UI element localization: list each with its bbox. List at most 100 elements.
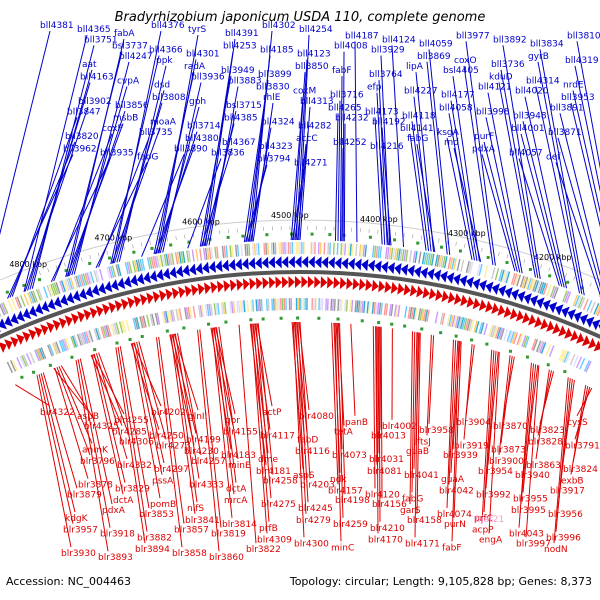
gene-label[interactable]: blr3870 <box>493 422 528 432</box>
gene-label[interactable]: bll3808 <box>152 93 186 103</box>
gene-label[interactable]: bll4187 <box>345 31 379 41</box>
gene-label[interactable]: blr3873 <box>491 445 526 455</box>
gene-label[interactable]: bll4216 <box>370 142 404 152</box>
gene-label[interactable]: bll4141 <box>400 124 434 134</box>
gene-label[interactable]: bll4367 <box>222 138 256 148</box>
gene-label[interactable]: bll4227 <box>404 87 438 97</box>
gene-label[interactable]: bll4265 <box>328 103 362 113</box>
gene-label[interactable]: blr3918 <box>100 530 135 540</box>
gene-label[interactable]: blr3822 <box>246 545 281 555</box>
gene-label[interactable]: blr3954 <box>478 467 513 477</box>
gene-label[interactable]: tetA <box>334 428 354 438</box>
gene-label[interactable]: dctA <box>113 496 134 506</box>
gene-label[interactable]: blr3958 <box>419 426 454 436</box>
gene-label[interactable]: exbB <box>561 477 584 487</box>
gene-label[interactable]: prfB <box>259 524 278 534</box>
gene-label[interactable]: blr3997 <box>516 539 551 549</box>
gene-label[interactable]: bll3890 <box>174 144 208 154</box>
highlighted-gene-label[interactable]: Bjat21 <box>475 515 504 525</box>
gene-label[interactable]: bll3892 <box>493 35 527 45</box>
gene-label[interactable]: bll3948 <box>513 111 547 121</box>
gene-label[interactable]: fabG <box>402 494 423 504</box>
gene-label[interactable]: blr3904 <box>456 418 491 428</box>
gene-label[interactable]: nifS <box>187 504 204 514</box>
gene-label[interactable]: bll3902 <box>78 97 112 107</box>
gene-label[interactable]: bll3869 <box>417 52 451 62</box>
gene-label[interactable]: blr4120 <box>365 490 400 500</box>
gene-label[interactable]: blr4155 <box>223 428 258 438</box>
gene-label[interactable]: blr4073 <box>332 451 367 461</box>
gene-label[interactable]: moaA <box>150 118 177 128</box>
gene-label[interactable]: bll4247 <box>119 52 153 62</box>
gene-label[interactable]: bll4253 <box>223 42 257 52</box>
gene-label[interactable]: purF <box>474 132 494 142</box>
gene-label[interactable]: guaB <box>406 447 429 457</box>
gene-label[interactable]: fabG <box>407 134 428 144</box>
gene-label[interactable]: blr4116 <box>295 447 330 457</box>
gene-label[interactable]: bll4385 <box>224 114 258 124</box>
gene-label[interactable]: guaA <box>441 475 465 485</box>
gene-label[interactable]: bll4173 <box>365 107 399 117</box>
gene-label[interactable]: blr4279 <box>296 516 331 526</box>
gene-label[interactable]: blr4322 <box>40 408 75 418</box>
gene-label[interactable]: bll3716 <box>330 91 364 101</box>
gene-label[interactable]: bll3977 <box>456 31 490 41</box>
gene-label[interactable]: blr4333 <box>189 481 224 491</box>
gene-label[interactable]: bll3949 <box>221 66 255 76</box>
gene-label[interactable]: blr3819 <box>211 530 246 540</box>
gene-label[interactable]: blr3955 <box>513 494 548 504</box>
gene-label[interactable]: bll3929 <box>371 46 405 56</box>
gene-label[interactable]: bll3794 <box>257 155 291 165</box>
gene-label[interactable]: bll4185 <box>260 46 294 56</box>
gene-label[interactable]: bll3847 <box>67 107 101 117</box>
gene-label[interactable]: blr3828 <box>528 437 563 447</box>
gene-label[interactable]: blr3858 <box>172 549 207 559</box>
gene-label[interactable]: coxP <box>102 124 124 134</box>
gene-label[interactable]: panB <box>345 418 368 428</box>
gene-label[interactable]: bll4324 <box>261 118 295 128</box>
gene-label[interactable]: bll3830 <box>256 83 290 93</box>
gene-label[interactable]: bll4192 <box>372 118 406 128</box>
gene-label[interactable]: tyrS <box>188 25 207 35</box>
gene-label[interactable]: blr4325 <box>84 422 119 432</box>
gene-label[interactable]: bll3899 <box>258 70 292 80</box>
gene-label[interactable]: engA <box>479 535 503 545</box>
gene-label[interactable]: bll3834 <box>530 39 564 49</box>
gene-label[interactable]: actP <box>262 408 282 418</box>
gene-label[interactable]: bsl4405 <box>443 66 479 76</box>
gene-label[interactable]: ksgA <box>437 128 460 138</box>
gene-label[interactable]: blr4181 <box>256 467 291 477</box>
gene-label[interactable]: bll4118 <box>402 111 436 121</box>
gene-label[interactable]: bll3836 <box>211 148 245 158</box>
gene-label[interactable]: garS <box>400 506 421 516</box>
gene-label[interactable]: bll4177 <box>441 91 475 101</box>
gene-label[interactable]: blr3823 <box>530 426 565 436</box>
gene-label[interactable]: blr3900 <box>489 457 524 467</box>
gene-label[interactable]: blr3917 <box>550 486 585 496</box>
gene-label[interactable]: blr4157 <box>328 486 363 496</box>
gene-label[interactable]: bll3936 <box>191 72 225 82</box>
gene-label[interactable]: bll4252 <box>333 138 367 148</box>
gene-label[interactable]: bll4124 <box>382 35 416 45</box>
gene-label[interactable]: dctA <box>226 485 247 495</box>
gene-label[interactable]: bll3871 <box>548 128 582 138</box>
gene-label[interactable]: bll4057 <box>509 148 543 158</box>
gene-label[interactable]: bsl3737 <box>112 42 148 52</box>
gene-label[interactable]: blr3992 <box>476 490 511 500</box>
gene-label[interactable]: blr3882 <box>137 534 172 544</box>
gene-label[interactable]: bll3735 <box>139 128 173 138</box>
gene-label[interactable]: bsl3715 <box>226 101 262 111</box>
gene-label[interactable]: prfC <box>474 514 493 524</box>
gene-label[interactable]: dsd <box>154 80 170 90</box>
gene-label[interactable]: nodN <box>544 545 568 555</box>
gene-label[interactable]: purN <box>444 520 466 530</box>
gene-label[interactable]: blr4156 <box>372 500 407 510</box>
gene-label[interactable]: blr3919 <box>454 441 489 451</box>
gene-label[interactable]: bll4232 <box>335 114 369 124</box>
gene-label[interactable]: blr4255 <box>114 416 149 426</box>
gene-label[interactable]: bll3714 <box>187 122 221 132</box>
gene-label[interactable]: blr4210 <box>370 524 405 534</box>
gene-label[interactable]: bll3850 <box>295 62 329 72</box>
gene-label[interactable]: bll4376 <box>151 21 185 31</box>
gene-label[interactable]: glnII <box>188 412 207 422</box>
